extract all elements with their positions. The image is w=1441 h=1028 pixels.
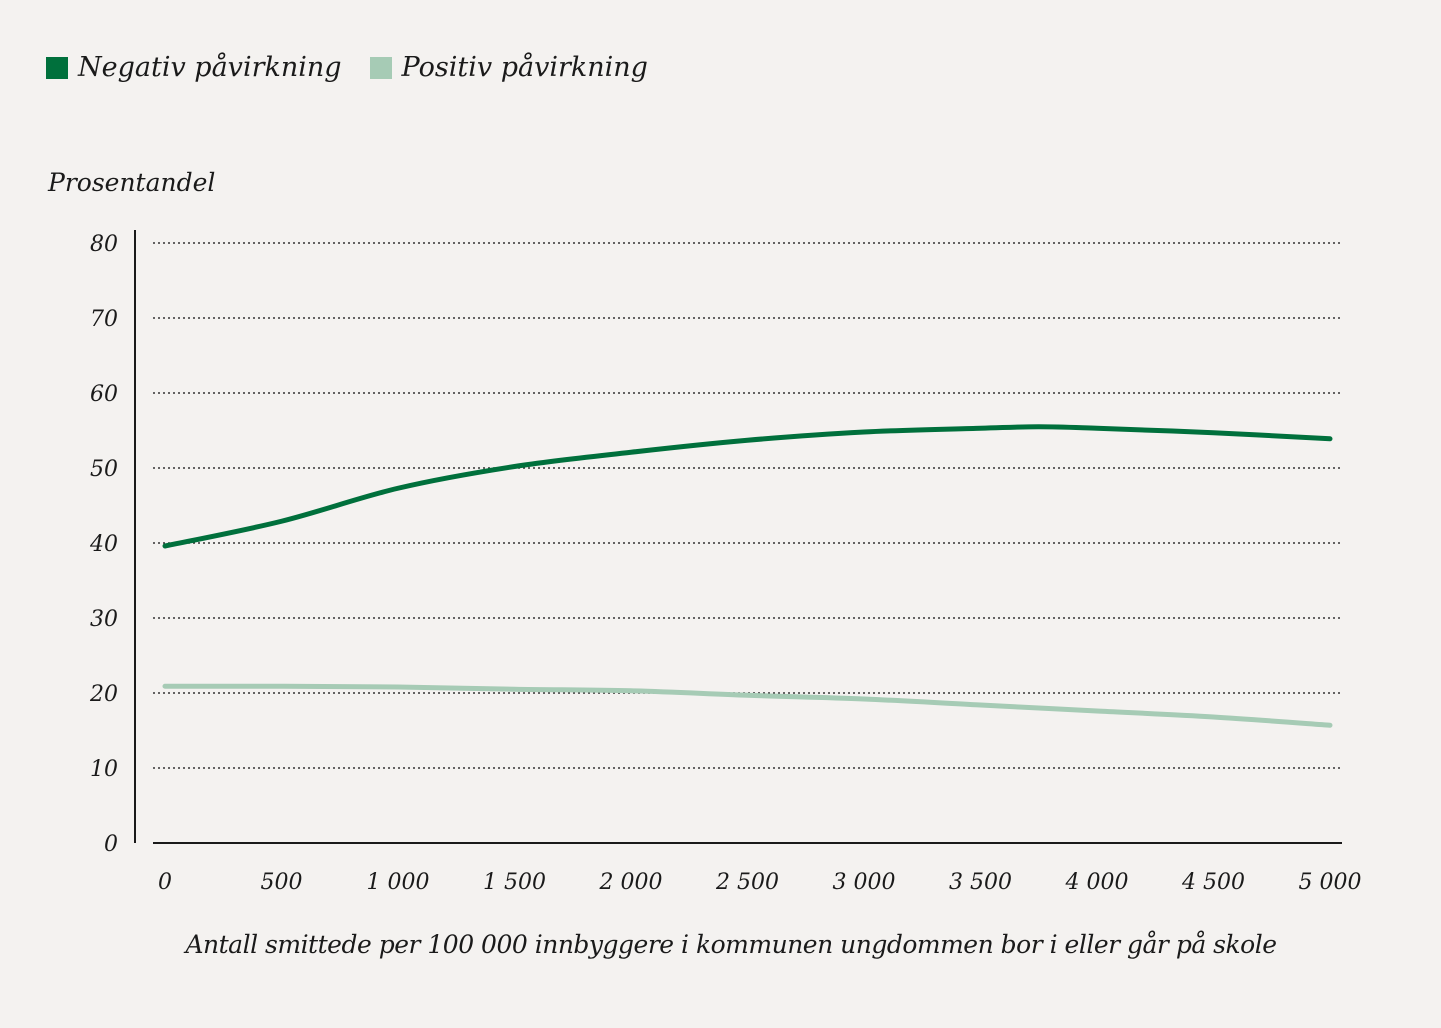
legend: Negativ påvirkning Positiv påvirkning: [46, 52, 676, 83]
y-tick-label: 50: [90, 457, 118, 482]
y-axis-title: Prosentandel: [48, 168, 216, 197]
x-tick-label: 4 000: [1065, 870, 1129, 895]
legend-swatch-positive: [369, 56, 392, 79]
x-tick-label: 1 500: [483, 870, 546, 895]
x-tick-label: 5 000: [1299, 870, 1362, 895]
y-tick-label: 60: [90, 382, 118, 407]
legend-label-positive: Positiv påvirkning: [401, 52, 648, 83]
legend-label-negative: Negativ påvirkning: [78, 52, 342, 83]
y-tick-label: 30: [90, 607, 118, 632]
x-tick-label: 4 500: [1181, 870, 1245, 895]
x-tick-label: 3 500: [949, 870, 1012, 895]
x-tick-label: 1 000: [367, 870, 430, 895]
x-tick-label: 0: [158, 870, 172, 895]
x-tick-label: 2 000: [599, 870, 663, 895]
y-tick-label: 80: [90, 232, 118, 257]
y-tick-label: 0: [104, 832, 118, 857]
x-tick-label: 2 500: [715, 870, 779, 895]
y-tick-label: 40: [89, 532, 118, 557]
x-tick-label: 500: [261, 870, 303, 895]
y-tick-label: 70: [90, 307, 118, 332]
y-tick-label: 20: [89, 682, 118, 707]
legend-item-negative: Negativ påvirkning: [46, 52, 342, 83]
x-axis-title: Antall smittede per 100 000 innbyggere i…: [185, 930, 1277, 959]
legend-swatch-negative: [46, 56, 68, 79]
y-tick-label: 10: [90, 757, 118, 782]
series-line-negative: [162, 424, 1333, 549]
x-tick-label: 3 000: [833, 870, 896, 895]
legend-item-positive: Positiv påvirkning: [369, 52, 648, 83]
series-line-positive: [162, 683, 1333, 728]
